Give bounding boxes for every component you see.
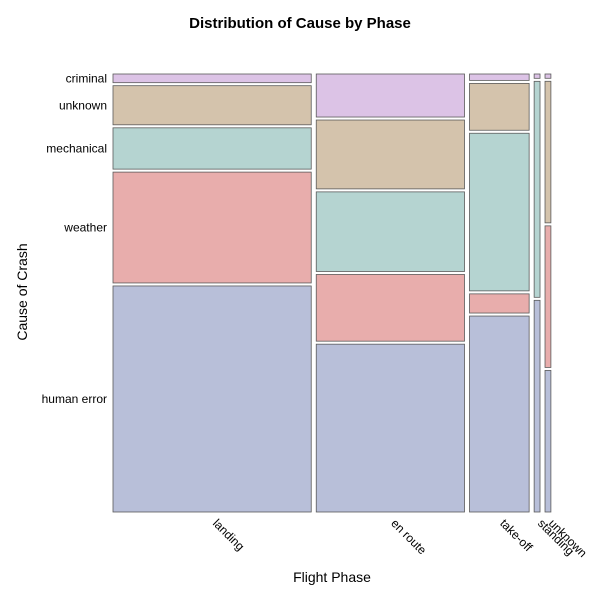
tile-take-off-weather: [469, 293, 530, 314]
chart-title: Distribution of Cause by Phase: [189, 15, 411, 32]
tile-standing-mechanical: [533, 80, 541, 298]
y-tick-label-mechanical: mechanical: [46, 141, 107, 155]
tile-en-route-mechanical: [315, 191, 465, 272]
tile-landing-human-error: [112, 285, 312, 513]
x-axis-label: Flight Phase: [293, 569, 371, 585]
tile-en-route-unknown: [315, 119, 465, 190]
tile-take-off-human-error: [469, 315, 530, 513]
y-tick-label-criminal: criminal: [66, 71, 107, 85]
tile-en-route-criminal: [315, 73, 465, 118]
tile-take-off-criminal: [469, 73, 530, 81]
tile-standing-criminal: [533, 73, 541, 79]
tile-standing-human-error: [533, 299, 541, 513]
tile-unknown-human-error: [544, 370, 552, 513]
y-tick-label-human-error: human error: [42, 392, 107, 406]
y-axis-label: Cause of Crash: [14, 243, 30, 340]
tile-landing-unknown: [112, 85, 312, 126]
y-tick-label-weather: weather: [63, 221, 107, 235]
tile-landing-criminal: [112, 73, 312, 84]
tile-landing-mechanical: [112, 127, 312, 170]
tile-en-route-weather: [315, 274, 465, 342]
tile-unknown-criminal: [544, 73, 552, 79]
y-tick-labels: criminal unknown mechanical weather human er…: [42, 71, 107, 406]
tile-unknown-weather: [544, 225, 552, 368]
tile-unknown-unknown: [544, 80, 552, 224]
y-tick-label-unknown: unknown: [59, 98, 107, 112]
tile-take-off-unknown: [469, 82, 530, 131]
mosaic-tiles: [112, 73, 552, 513]
tile-landing-weather: [112, 171, 312, 284]
tile-take-off-mechanical: [469, 132, 530, 292]
tile-en-route-human-error: [315, 343, 465, 513]
